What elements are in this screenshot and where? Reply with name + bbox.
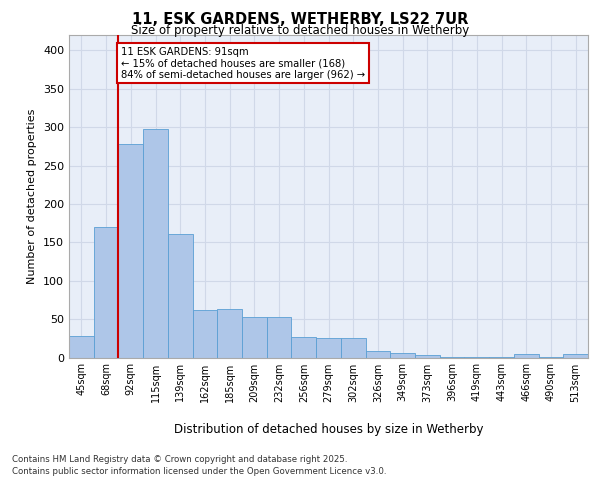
Bar [267, 317, 292, 358]
Text: 11, ESK GARDENS, WETHERBY, LS22 7UR: 11, ESK GARDENS, WETHERBY, LS22 7UR [132, 12, 468, 28]
Bar [365, 350, 390, 358]
Text: Distribution of detached houses by size in Wetherby: Distribution of detached houses by size … [174, 422, 484, 436]
Text: 11 ESK GARDENS: 91sqm
← 15% of detached houses are smaller (168)
84% of semi-det: 11 ESK GARDENS: 91sqm ← 15% of detached … [121, 46, 365, 80]
Bar [242, 317, 267, 358]
Bar [539, 356, 563, 358]
Bar [193, 310, 217, 358]
Text: Contains HM Land Registry data © Crown copyright and database right 2025.: Contains HM Land Registry data © Crown c… [12, 455, 347, 464]
Y-axis label: Number of detached properties: Number of detached properties [28, 108, 37, 284]
Text: Size of property relative to detached houses in Wetherby: Size of property relative to detached ho… [131, 24, 469, 37]
Bar [415, 355, 440, 358]
Text: Contains public sector information licensed under the Open Government Licence v3: Contains public sector information licen… [12, 467, 386, 476]
Bar [69, 336, 94, 357]
Bar [217, 309, 242, 358]
Bar [563, 354, 588, 358]
Bar [440, 356, 464, 358]
Bar [316, 338, 341, 357]
Bar [464, 356, 489, 358]
Bar [168, 234, 193, 358]
Bar [514, 354, 539, 358]
Bar [390, 353, 415, 358]
Bar [341, 338, 365, 357]
Bar [118, 144, 143, 358]
Bar [489, 356, 514, 358]
Bar [143, 130, 168, 358]
Bar [292, 337, 316, 357]
Bar [94, 227, 118, 358]
